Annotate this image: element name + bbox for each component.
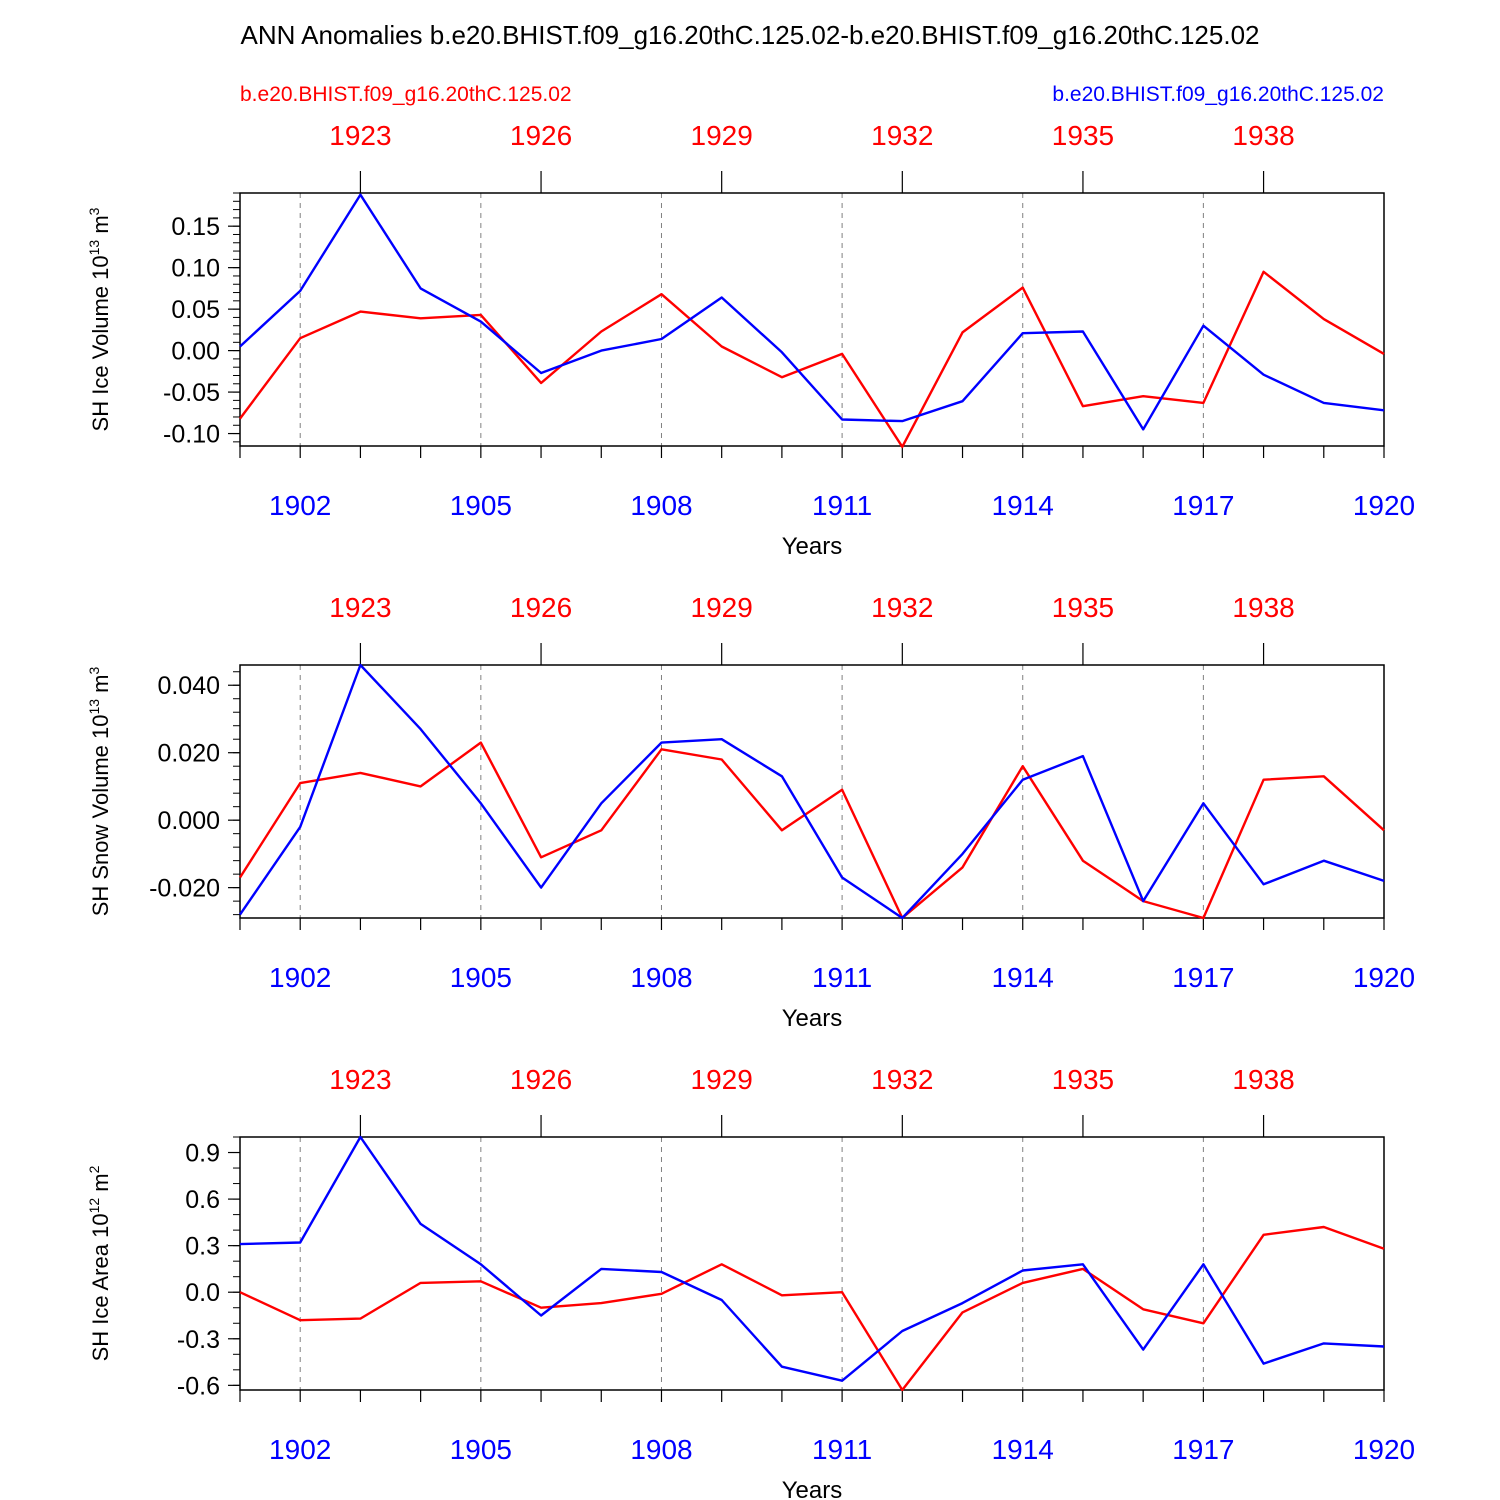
- x-bottom-tick-label: 1917: [1172, 962, 1234, 993]
- x-top-tick-label: 1929: [691, 1064, 753, 1095]
- x-bottom-tick-label: 1908: [630, 1434, 692, 1465]
- y-tick-label: -0.3: [177, 1326, 220, 1354]
- x-bottom-tick-label: 1905: [450, 962, 512, 993]
- x-top-tick-label: 1923: [329, 592, 391, 623]
- x-top-tick-label: 1926: [510, 592, 572, 623]
- x-bottom-tick-label: 1905: [450, 1434, 512, 1465]
- x-top-tick-label: 1932: [871, 1064, 933, 1095]
- chart-panels: -0.10 -0.05 0.00 0.05 0.10 0.15 SH Ice Volume …: [86, 120, 1415, 1500]
- plot-frame: [239, 664, 1385, 919]
- y-tick-label: -0.020: [149, 875, 220, 903]
- y-tick-label: 0.15: [171, 213, 220, 241]
- y-tick-label: 0.0: [185, 1279, 220, 1307]
- x-bottom-tick-label: 1902: [269, 1434, 331, 1465]
- legend-right-label: b.e20.BHIST.f09_g16.20thC.125.02: [1052, 83, 1384, 106]
- y-tick-label: 0.6: [185, 1186, 220, 1214]
- x-bottom-tick-label: 1914: [992, 490, 1054, 521]
- x-bottom-tick-label: 1914: [992, 962, 1054, 993]
- series-line-blue: [239, 663, 1385, 920]
- x-top-tick-label: 1938: [1232, 592, 1294, 623]
- x-top-tick-label: 1938: [1232, 120, 1294, 151]
- series-line-blue: [239, 193, 1385, 431]
- plot-frame: [239, 192, 1385, 447]
- panel-3: -0.6 -0.3 0.0 0.3 0.6 0.9 SH Ice Area 1012 m2 1…: [86, 1064, 1415, 1500]
- x-bottom-tick-label: 1911: [812, 1434, 872, 1465]
- y-axis-label: SH Ice Area 1012 m2: [86, 1165, 113, 1361]
- panel-2: -0.020 0.000 0.020 0.040 SH Snow Volume 1013…: [86, 592, 1415, 1032]
- y-tick-label: 0.000: [157, 807, 220, 835]
- x-bottom-tick-label: 1905: [450, 490, 512, 521]
- series-line-red: [239, 270, 1385, 448]
- x-bottom-tick-label: 1902: [269, 490, 331, 521]
- y-tick-label: -0.6: [177, 1372, 220, 1400]
- x-top-tick-label: 1926: [510, 1064, 572, 1095]
- x-axis-label: Years: [782, 1005, 843, 1032]
- panel-1: -0.10 -0.05 0.00 0.05 0.10 0.15 SH Ice Volume …: [86, 120, 1415, 560]
- y-tick-label: -0.10: [163, 421, 220, 449]
- x-bottom-tick-label: 1920: [1353, 1434, 1415, 1465]
- x-top-tick-label: 1935: [1052, 592, 1114, 623]
- x-bottom-tick-label: 1911: [812, 962, 872, 993]
- x-top-tick-label: 1935: [1052, 1064, 1114, 1095]
- y-tick-label: -0.05: [163, 379, 220, 407]
- x-bottom-tick-label: 1908: [630, 962, 692, 993]
- series-line-red: [238, 741, 1385, 920]
- y-tick-label: 0.10: [171, 255, 220, 283]
- x-top-tick-label: 1926: [510, 120, 572, 151]
- legend-left-label: b.e20.BHIST.f09_g16.20thC.125.02: [240, 83, 572, 106]
- x-top-tick-label: 1932: [871, 120, 933, 151]
- x-bottom-tick-label: 1917: [1172, 490, 1234, 521]
- plot-frame: [239, 1136, 1385, 1391]
- x-bottom-tick-label: 1908: [630, 490, 692, 521]
- y-axis-label: SH Snow Volume 1013 m3: [86, 666, 113, 916]
- y-tick-label: 0.020: [157, 740, 220, 768]
- series-line-blue: [239, 1135, 1385, 1382]
- x-bottom-tick-label: 1914: [992, 1434, 1054, 1465]
- x-bottom-tick-label: 1911: [812, 490, 872, 521]
- x-top-tick-label: 1929: [691, 592, 753, 623]
- x-top-tick-label: 1935: [1052, 120, 1114, 151]
- x-top-tick-label: 1923: [329, 1064, 391, 1095]
- y-tick-label: 0.05: [171, 296, 220, 324]
- x-bottom-tick-label: 1920: [1353, 490, 1415, 521]
- x-top-tick-label: 1923: [329, 120, 391, 151]
- y-tick-label: 0.3: [185, 1233, 220, 1261]
- x-top-tick-label: 1938: [1232, 1064, 1294, 1095]
- x-axis-label: Years: [782, 533, 843, 560]
- x-bottom-tick-label: 1917: [1172, 1434, 1234, 1465]
- x-top-tick-label: 1932: [871, 592, 933, 623]
- y-axis-label: SH Ice Volume 1013 m3: [86, 207, 113, 431]
- y-tick-label: 0.00: [171, 338, 220, 366]
- y-tick-label: 0.040: [157, 672, 220, 700]
- x-axis-label: Years: [782, 1477, 843, 1500]
- x-top-tick-label: 1929: [691, 120, 753, 151]
- x-bottom-tick-label: 1920: [1353, 962, 1415, 993]
- x-bottom-tick-label: 1902: [269, 962, 331, 993]
- y-tick-label: 0.9: [185, 1140, 220, 1168]
- chart-title: ANN Anomalies b.e20.BHIST.f09_g16.20thC.…: [240, 20, 1259, 50]
- series-line-red: [239, 1225, 1385, 1392]
